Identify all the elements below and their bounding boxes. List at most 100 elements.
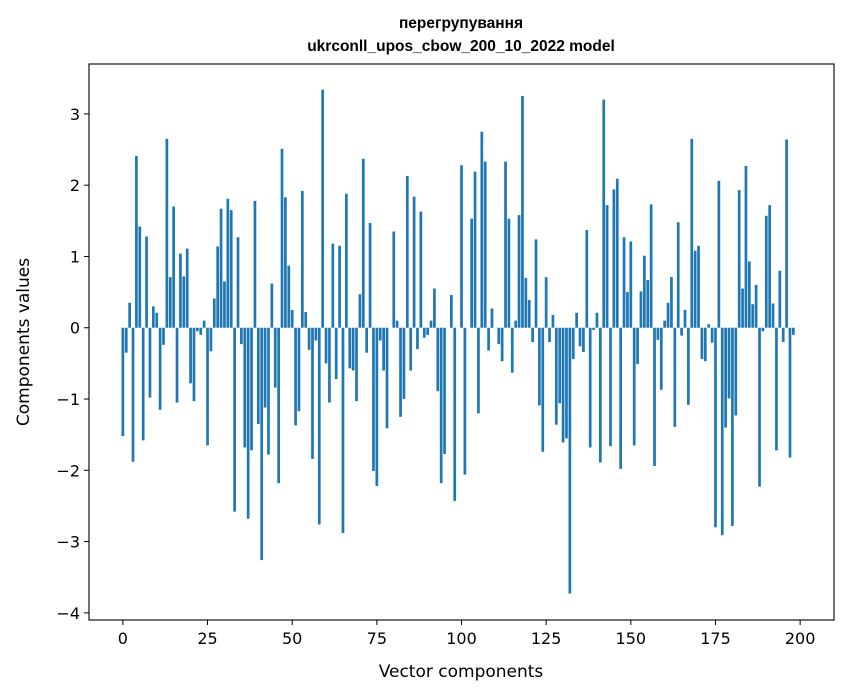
- bar: [355, 328, 358, 401]
- bar: [511, 328, 514, 373]
- bar: [240, 328, 243, 344]
- bar: [497, 328, 500, 344]
- bar: [778, 271, 781, 328]
- y-tick-label: −1: [56, 390, 80, 409]
- bar: [149, 328, 152, 398]
- bar: [589, 328, 592, 448]
- bar: [768, 205, 771, 328]
- y-tick-label: 3: [70, 105, 80, 124]
- bar: [260, 328, 263, 560]
- chart-title-line-1: перегрупування: [399, 15, 523, 32]
- bar: [162, 328, 165, 345]
- bar: [724, 328, 727, 428]
- y-tick-label: 0: [70, 319, 80, 338]
- bar: [318, 328, 321, 525]
- x-tick-label: 100: [446, 629, 477, 648]
- bar: [257, 328, 260, 424]
- bar: [206, 328, 209, 446]
- bar: [680, 328, 683, 336]
- x-tick-label: 175: [700, 629, 731, 648]
- bar: [274, 328, 277, 388]
- bar: [203, 321, 206, 328]
- bar: [304, 312, 307, 328]
- bar: [443, 328, 446, 454]
- bar: [487, 328, 490, 351]
- bar: [125, 328, 128, 353]
- bar: [328, 328, 331, 403]
- bar: [430, 321, 433, 328]
- bar: [755, 285, 758, 328]
- y-tick-label: −2: [56, 461, 80, 480]
- bar: [667, 303, 670, 328]
- bar: [450, 295, 453, 328]
- bar: [524, 278, 527, 328]
- bar: [352, 328, 355, 371]
- bar: [663, 321, 666, 328]
- bar: [718, 181, 721, 328]
- bar: [531, 328, 534, 342]
- bar: [166, 139, 169, 328]
- bar: [477, 328, 480, 414]
- bar: [460, 165, 463, 328]
- bar: [697, 246, 700, 328]
- bar: [386, 328, 389, 429]
- bar: [521, 96, 524, 328]
- x-axis-label: Vector components: [379, 662, 544, 682]
- bar: [535, 239, 538, 327]
- bar: [453, 328, 456, 501]
- bar: [267, 328, 270, 455]
- bar: [369, 223, 372, 328]
- bar: [626, 292, 629, 328]
- bar: [311, 328, 314, 459]
- bar: [470, 219, 473, 328]
- bar: [792, 328, 795, 335]
- bar: [690, 139, 693, 328]
- bar: [243, 328, 246, 448]
- bar: [128, 303, 131, 328]
- bar: [193, 328, 196, 401]
- bar: [338, 246, 341, 328]
- bar: [751, 304, 754, 328]
- bar: [325, 328, 328, 364]
- bar: [182, 276, 185, 327]
- bar: [382, 328, 385, 371]
- bar: [711, 328, 714, 343]
- bar: [281, 149, 284, 328]
- bar: [657, 328, 660, 340]
- bar: [714, 328, 717, 528]
- bar: [379, 328, 382, 341]
- bar: [480, 132, 483, 328]
- bar: [636, 328, 639, 364]
- bar: [633, 328, 636, 446]
- bar: [301, 191, 304, 328]
- bar: [436, 328, 439, 391]
- bar: [548, 328, 551, 342]
- bar: [413, 197, 416, 328]
- bar: [640, 291, 643, 327]
- bar: [731, 328, 734, 526]
- x-tick-label: 25: [197, 629, 217, 648]
- bar: [694, 251, 697, 328]
- bar: [677, 222, 680, 328]
- bar: [416, 328, 419, 349]
- bar: [169, 277, 172, 328]
- bar: [247, 328, 250, 519]
- bar: [596, 313, 599, 328]
- bar: [650, 204, 653, 327]
- y-tick-label: 1: [70, 247, 80, 266]
- bar: [575, 313, 578, 328]
- bar: [501, 328, 504, 362]
- bar: [758, 328, 761, 487]
- bar: [321, 90, 324, 328]
- bar: [653, 328, 656, 466]
- bar: [142, 328, 145, 441]
- bar: [213, 299, 216, 328]
- bar: [728, 328, 731, 399]
- bar: [474, 172, 477, 328]
- bar: [294, 328, 297, 426]
- bar: [602, 100, 605, 328]
- bar: [745, 166, 748, 328]
- x-tick-label: 150: [616, 629, 647, 648]
- bar: [484, 162, 487, 328]
